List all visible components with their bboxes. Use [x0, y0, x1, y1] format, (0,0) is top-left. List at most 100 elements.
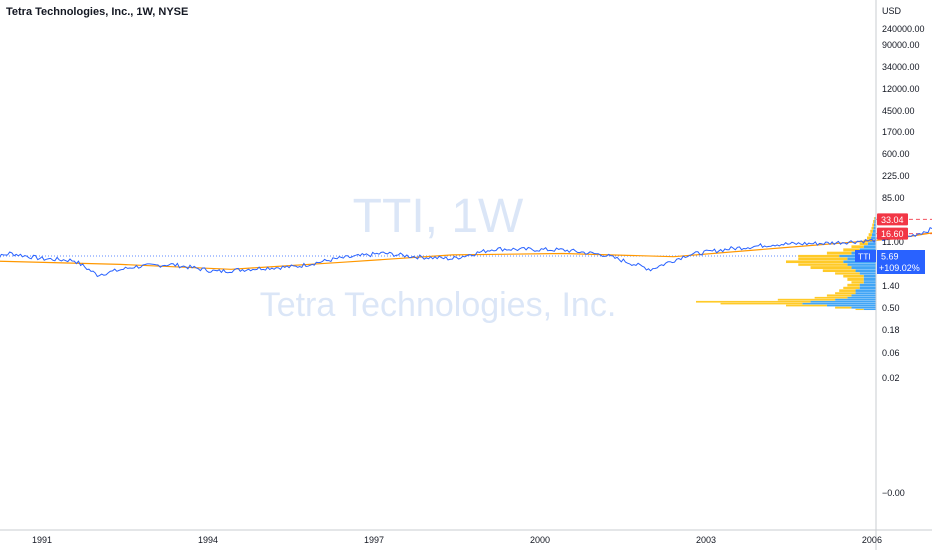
price-tick-label: 0.06 — [882, 348, 900, 358]
profile-bar-up — [873, 226, 876, 230]
profile-bar-down — [696, 300, 811, 303]
profile-bar-down — [826, 251, 852, 255]
profile-bar-up — [863, 274, 876, 278]
profile-bar-up — [851, 306, 876, 309]
profile-bar-up — [847, 263, 876, 266]
price-tick-label: 1700.00 — [882, 127, 915, 137]
profile-bar-up — [855, 269, 876, 273]
profile-bar-up — [851, 294, 876, 297]
price-tick-label: 34000.00 — [882, 62, 920, 72]
profile-bar-up — [855, 289, 876, 292]
time-axis[interactable]: 1991199419972000200320062009201220152018… — [32, 535, 932, 545]
profile-bar-down — [798, 263, 848, 266]
profile-bar-down — [822, 269, 856, 273]
price-tick-label: 85.00 — [882, 193, 905, 203]
profile-bar-down — [835, 306, 852, 309]
profile-bar-down — [868, 233, 872, 237]
profile-bar-down — [786, 260, 844, 264]
watermark-company: Tetra Technologies, Inc. — [260, 286, 617, 324]
profile-bar-down — [855, 308, 864, 311]
profile-bar-up — [863, 281, 876, 284]
time-tick-label: 1994 — [198, 535, 218, 545]
profile-bar-down — [839, 289, 856, 292]
price-change-label: +109.02% — [879, 263, 920, 273]
profile-bar-down — [843, 248, 860, 252]
profile-bar-down — [835, 292, 856, 295]
price-tick-label: 0.18 — [882, 325, 900, 335]
profile-bar-down — [826, 294, 852, 297]
profile-bar-down — [871, 226, 874, 230]
price-tick-label: 90000.00 — [882, 40, 920, 50]
profile-bar-up — [863, 308, 876, 311]
profile-bar-up — [810, 300, 876, 303]
profile-bar-up — [851, 266, 876, 270]
profile-bar-up — [863, 245, 876, 249]
profile-bar-down — [851, 245, 864, 249]
price-tick-label: 4500.00 — [882, 106, 915, 116]
price-tick-label: 0.02 — [882, 373, 900, 383]
profile-bar-down — [786, 304, 827, 307]
profile-bar-up — [867, 242, 876, 246]
profile-bar-up — [871, 236, 876, 240]
profile-bar-up — [874, 217, 876, 220]
profile-bar-down — [847, 277, 864, 281]
profile-bar-down — [720, 302, 803, 305]
time-tick-label: 1991 — [32, 535, 52, 545]
price-tag-label: 16.60 — [881, 229, 904, 239]
symbol-tag-box — [855, 250, 876, 262]
profile-bar-up — [859, 283, 876, 287]
profile-bar-down — [873, 219, 875, 224]
series-lines — [0, 227, 932, 278]
price-tick-label: 600.00 — [882, 149, 910, 159]
profile-bar-down — [798, 254, 840, 258]
currency-label: USD — [882, 6, 902, 16]
price-tick-label: 225.00 — [882, 171, 910, 181]
price-axis[interactable]: 240000.00 90000.00 34000.00 12000.00 4500.00… — [882, 24, 925, 498]
price-tag-box — [877, 213, 908, 226]
profile-bar-down — [843, 286, 860, 290]
profile-bar-up — [859, 248, 876, 252]
profile-bar-down — [847, 283, 860, 287]
price-tags: 33.04 16.60 TTI 5.69+109.02% — [855, 213, 925, 274]
symbol-tag-label: TTI — [858, 252, 871, 262]
profile-bar-up — [835, 298, 876, 301]
profile-bar-up — [873, 223, 876, 227]
watermark-symbol: TTI, 1W — [353, 190, 524, 243]
price-tick-label: 0.50 — [882, 303, 900, 313]
moving-average-line — [0, 232, 932, 270]
profile-bar-down — [867, 236, 872, 240]
price-tag-box — [877, 227, 908, 240]
profile-bar-up — [859, 272, 876, 275]
last-price-box — [877, 250, 925, 274]
profile-bar-down — [870, 229, 873, 233]
price-tag-label: 33.04 — [881, 215, 904, 225]
price-tick-label: 11.00 — [882, 237, 904, 247]
profile-bar-down — [835, 272, 860, 275]
profile-bar-down — [798, 257, 848, 261]
time-tick-label: 1997 — [364, 535, 384, 545]
profile-bar-up — [874, 219, 876, 224]
profile-bar-down — [851, 281, 864, 284]
price-tick-label: 1.40 — [882, 281, 900, 291]
price-tick-label: −0.00 — [882, 488, 905, 498]
chart-title: Tetra Technologies, Inc., 1W, NYSE — [6, 6, 189, 18]
price-line — [0, 227, 932, 278]
profile-bar-down — [814, 296, 848, 299]
profile-bar-down — [843, 274, 864, 278]
profile-bar-up — [826, 304, 876, 307]
profile-bar-up — [802, 302, 876, 305]
price-tick-label: 240000.00 — [882, 24, 925, 34]
profile-bar-down — [873, 217, 875, 220]
time-tick-label: 2000 — [530, 535, 550, 545]
profile-bar-up — [871, 233, 876, 237]
profile-bar-up — [859, 286, 876, 290]
profile-bar-down — [872, 223, 874, 227]
profile-bar-down — [810, 266, 852, 270]
profile-bar-up — [863, 277, 876, 281]
profile-bar-up — [847, 296, 876, 299]
profile-bar-up — [872, 229, 876, 233]
price-tick-label: 12000.00 — [882, 84, 920, 94]
